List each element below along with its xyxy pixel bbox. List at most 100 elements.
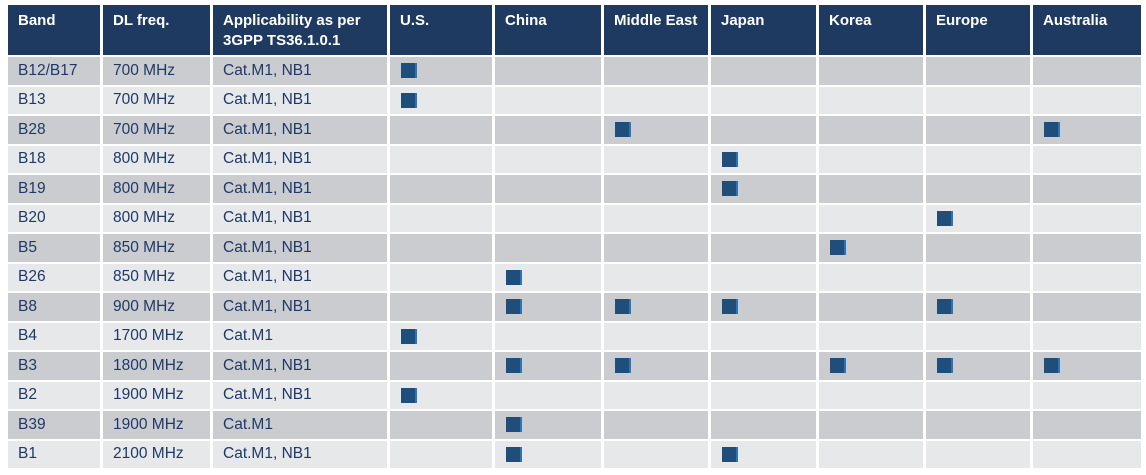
region-cell xyxy=(390,352,492,380)
band-cell: B18 xyxy=(8,145,100,173)
applicability-cell: Cat.M1, NB1 xyxy=(213,234,387,262)
band-cell: B3 xyxy=(8,352,100,380)
region-cell xyxy=(495,116,601,144)
header-row: Band DL freq. Applicability as per 3GPP TS… xyxy=(8,5,1141,55)
region-cell xyxy=(926,204,1030,232)
region-cell xyxy=(390,204,492,232)
column-header: Europe xyxy=(926,5,1030,55)
region-cell xyxy=(819,293,923,321)
freq-cell: 800 MHz xyxy=(103,145,210,173)
band-cell: B12/B17 xyxy=(8,57,100,85)
region-cell xyxy=(819,263,923,291)
applicable-marker-square-icon xyxy=(1044,122,1060,138)
applicable-marker-square-icon xyxy=(722,299,738,315)
applicable-marker-square-icon xyxy=(830,240,846,256)
region-cell xyxy=(604,234,708,262)
region-cell xyxy=(1033,381,1141,409)
column-header: Band xyxy=(8,5,100,55)
region-cell xyxy=(711,57,816,85)
table-row: B12/B17 700 MHz Cat.M1, NB1 xyxy=(8,57,1141,85)
region-cell xyxy=(926,234,1030,262)
region-cell xyxy=(1033,204,1141,232)
region-cell xyxy=(819,57,923,85)
freq-cell: 900 MHz xyxy=(103,293,210,321)
region-cell xyxy=(711,234,816,262)
region-cell xyxy=(926,293,1030,321)
region-cell xyxy=(390,293,492,321)
region-cell xyxy=(1033,440,1141,468)
region-cell xyxy=(604,175,708,203)
region-cell xyxy=(604,440,708,468)
region-cell xyxy=(1033,263,1141,291)
region-cell xyxy=(819,381,923,409)
applicability-cell: Cat.M1, NB1 xyxy=(213,381,387,409)
freq-cell: 800 MHz xyxy=(103,175,210,203)
freq-cell: 850 MHz xyxy=(103,234,210,262)
region-cell xyxy=(1033,322,1141,350)
table-row: B4 1700 MHz Cat.M1 xyxy=(8,322,1141,350)
region-cell xyxy=(819,234,923,262)
table-row: B5 850 MHz Cat.M1, NB1 xyxy=(8,234,1141,262)
applicability-cell: Cat.M1, NB1 xyxy=(213,263,387,291)
table-row: B39 1900 MHz Cat.M1 xyxy=(8,411,1141,439)
applicability-cell: Cat.M1 xyxy=(213,411,387,439)
column-header: Korea xyxy=(819,5,923,55)
freq-cell: 1900 MHz xyxy=(103,411,210,439)
applicability-cell: Cat.M1 xyxy=(213,322,387,350)
region-cell xyxy=(604,263,708,291)
applicability-cell: Cat.M1, NB1 xyxy=(213,86,387,114)
table-row: B19 800 MHz Cat.M1, NB1 xyxy=(8,175,1141,203)
applicability-cell: Cat.M1, NB1 xyxy=(213,293,387,321)
table-row: B28 700 MHz Cat.M1, NB1 xyxy=(8,116,1141,144)
region-cell xyxy=(711,293,816,321)
applicable-marker-square-icon xyxy=(401,328,417,344)
region-cell xyxy=(711,116,816,144)
applicable-marker-square-icon xyxy=(401,387,417,403)
freq-cell: 1700 MHz xyxy=(103,322,210,350)
applicability-cell: Cat.M1, NB1 xyxy=(213,57,387,85)
band-cell: B13 xyxy=(8,86,100,114)
column-header: Applicability as per 3GPP TS36.1.0.1 xyxy=(213,5,387,55)
region-cell xyxy=(1033,234,1141,262)
applicable-marker-square-icon xyxy=(615,122,631,138)
region-cell xyxy=(926,86,1030,114)
region-cell xyxy=(604,381,708,409)
region-cell xyxy=(711,204,816,232)
applicable-marker-square-icon xyxy=(615,299,631,315)
column-header: Middle East xyxy=(604,5,708,55)
applicable-marker-square-icon xyxy=(506,269,522,285)
applicability-cell: Cat.M1, NB1 xyxy=(213,175,387,203)
region-cell xyxy=(1033,411,1141,439)
region-cell xyxy=(390,263,492,291)
column-header: Australia xyxy=(1033,5,1141,55)
applicable-marker-square-icon xyxy=(937,358,953,374)
applicable-marker-square-icon xyxy=(937,210,953,226)
band-cell: B39 xyxy=(8,411,100,439)
freq-cell: 800 MHz xyxy=(103,204,210,232)
region-cell xyxy=(926,175,1030,203)
applicable-marker-square-icon xyxy=(722,151,738,167)
band-cell: B1 xyxy=(8,440,100,468)
table-row: B1 2100 MHz Cat.M1, NB1 xyxy=(8,440,1141,468)
freq-cell: 1800 MHz xyxy=(103,352,210,380)
region-cell xyxy=(711,145,816,173)
table-row: B2 1900 MHz Cat.M1, NB1 xyxy=(8,381,1141,409)
region-cell xyxy=(390,381,492,409)
region-cell xyxy=(495,145,601,173)
region-cell xyxy=(495,57,601,85)
column-header: DL freq. xyxy=(103,5,210,55)
region-cell xyxy=(390,322,492,350)
region-cell xyxy=(819,411,923,439)
applicable-marker-square-icon xyxy=(722,446,738,462)
table-row: B3 1800 MHz Cat.M1, NB1 xyxy=(8,352,1141,380)
band-cell: B28 xyxy=(8,116,100,144)
freq-cell: 700 MHz xyxy=(103,86,210,114)
band-cell: B4 xyxy=(8,322,100,350)
applicable-marker-square-icon xyxy=(1044,358,1060,374)
column-header: U.S. xyxy=(390,5,492,55)
region-cell xyxy=(495,234,601,262)
applicable-marker-square-icon xyxy=(506,299,522,315)
region-cell xyxy=(1033,57,1141,85)
region-cell xyxy=(819,86,923,114)
